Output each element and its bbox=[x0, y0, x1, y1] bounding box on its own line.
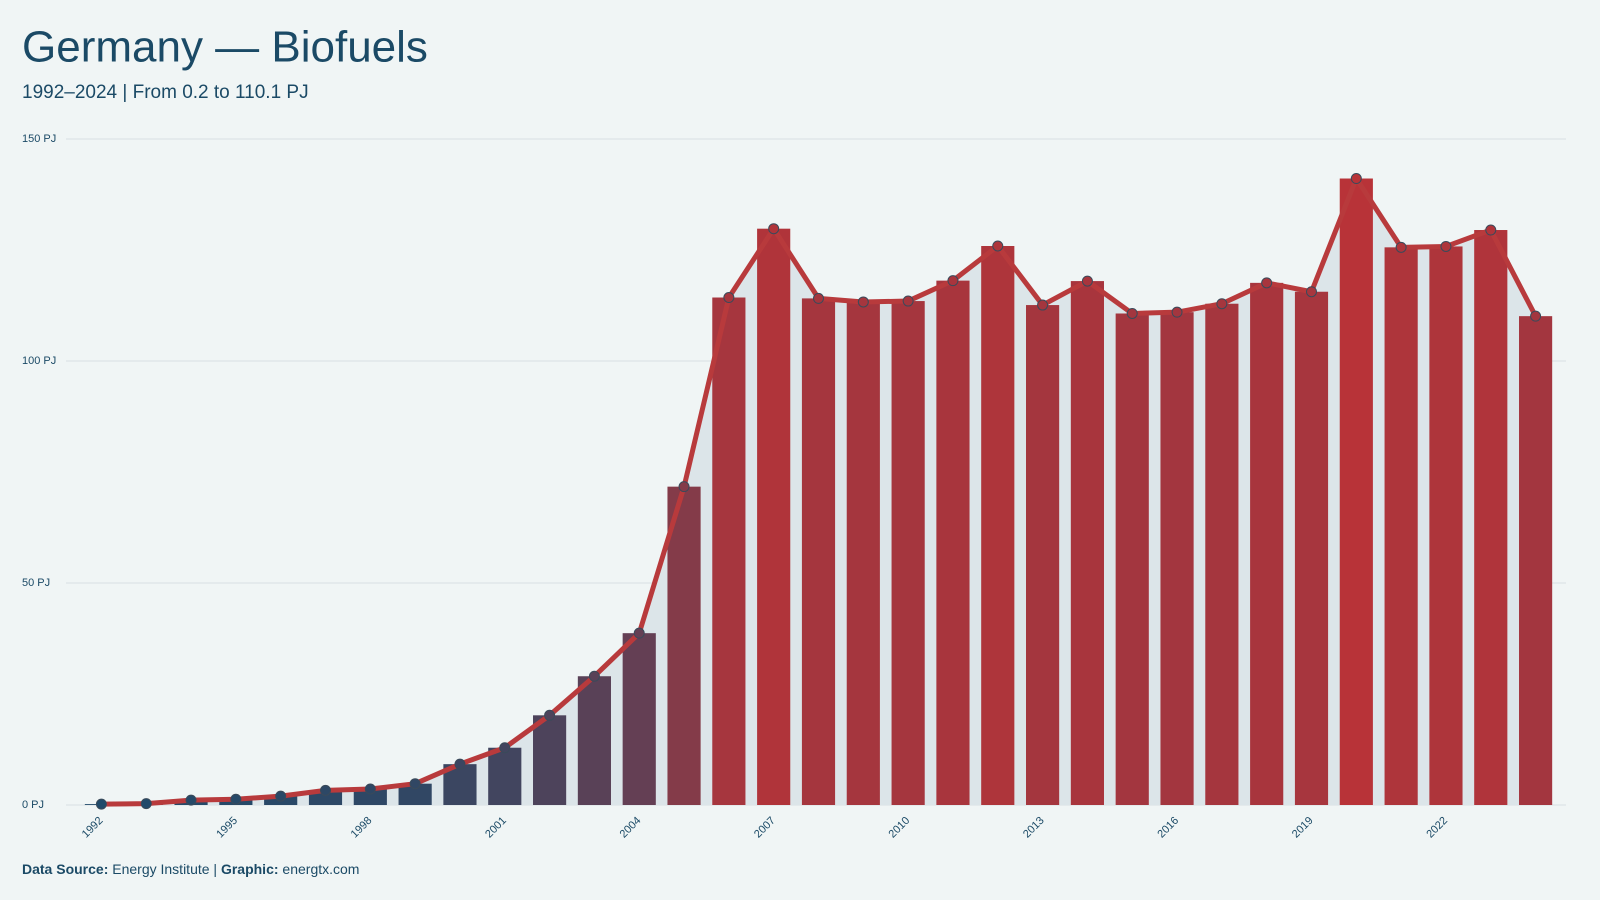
point bbox=[1306, 286, 1317, 298]
x-tick-label: 2019 bbox=[1290, 815, 1316, 841]
bar bbox=[1384, 247, 1418, 805]
bar bbox=[1070, 281, 1104, 806]
point bbox=[813, 292, 824, 304]
x-tick-label: 2001 bbox=[483, 815, 509, 841]
graphic: energtx.com bbox=[282, 861, 359, 877]
bar bbox=[1429, 246, 1463, 805]
bar bbox=[1115, 313, 1149, 805]
point bbox=[1126, 307, 1138, 319]
x-tick-label: 2013 bbox=[1021, 815, 1047, 841]
point bbox=[1440, 240, 1452, 252]
x-tick-label: 2016 bbox=[1155, 815, 1181, 841]
x-tick-label: 1998 bbox=[349, 815, 375, 841]
source-label: Data Source: bbox=[22, 861, 108, 877]
point bbox=[364, 783, 376, 795]
x-tick-label: 2007 bbox=[752, 815, 778, 841]
y-tick-label: 150 PJ bbox=[22, 133, 56, 145]
bar bbox=[622, 633, 656, 805]
point bbox=[454, 758, 466, 770]
x-tick-label: 1995 bbox=[214, 815, 240, 841]
point bbox=[723, 292, 735, 304]
bar bbox=[398, 783, 432, 805]
bar bbox=[1474, 230, 1508, 805]
x-tick-label: 2022 bbox=[1424, 815, 1450, 841]
bar bbox=[353, 789, 387, 805]
x-tick-label: 2004 bbox=[618, 815, 644, 841]
point bbox=[275, 790, 287, 802]
bar bbox=[981, 246, 1015, 805]
point bbox=[1216, 298, 1228, 310]
chart-title: Germany — Biofuels bbox=[22, 23, 428, 72]
point bbox=[544, 709, 556, 721]
x-tick-label: 2010 bbox=[887, 815, 913, 841]
point bbox=[95, 798, 107, 810]
y-tick-label: 50 PJ bbox=[22, 577, 50, 589]
bar bbox=[1205, 303, 1239, 805]
bar bbox=[1519, 316, 1553, 805]
point bbox=[499, 742, 511, 754]
point bbox=[947, 275, 959, 287]
bar bbox=[577, 676, 611, 805]
chart-subtitle: 1992–2024 | From 0.2 to 110.1 PJ bbox=[22, 82, 309, 103]
y-tick-label: 0 PJ bbox=[22, 799, 44, 811]
point bbox=[588, 670, 600, 682]
point bbox=[1485, 224, 1497, 236]
point bbox=[902, 295, 914, 307]
bar bbox=[757, 228, 791, 806]
source: Energy Institute | bbox=[112, 861, 217, 877]
bar bbox=[846, 301, 880, 805]
y-tick-label: 100 PJ bbox=[22, 355, 56, 367]
point bbox=[320, 784, 331, 796]
bar bbox=[308, 790, 343, 805]
bar bbox=[1294, 291, 1329, 806]
point bbox=[1530, 310, 1542, 322]
bar bbox=[936, 280, 970, 805]
bar bbox=[1250, 282, 1284, 806]
bar bbox=[533, 715, 567, 805]
point bbox=[678, 481, 690, 493]
bar bbox=[488, 747, 522, 805]
bar bbox=[801, 298, 836, 805]
bar bbox=[667, 486, 701, 805]
point bbox=[1350, 173, 1362, 185]
point bbox=[1261, 277, 1273, 289]
point bbox=[185, 794, 197, 806]
point bbox=[230, 793, 242, 805]
point bbox=[992, 240, 1004, 252]
bar bbox=[1339, 178, 1373, 806]
x-tick-label: 1992 bbox=[80, 815, 106, 841]
bar bbox=[1160, 312, 1194, 805]
point bbox=[768, 223, 780, 235]
point bbox=[1171, 306, 1183, 318]
point bbox=[140, 798, 152, 810]
graphic-label: Graphic: bbox=[221, 861, 279, 877]
point bbox=[857, 296, 869, 308]
bar bbox=[712, 297, 746, 805]
point bbox=[1037, 299, 1049, 311]
point bbox=[633, 627, 645, 639]
bar bbox=[1026, 305, 1060, 805]
point bbox=[409, 778, 421, 790]
footer: Data Source: Energy Institute | Graphic:… bbox=[22, 861, 359, 877]
point bbox=[1081, 275, 1093, 287]
bar bbox=[891, 301, 925, 805]
point bbox=[1395, 241, 1407, 253]
